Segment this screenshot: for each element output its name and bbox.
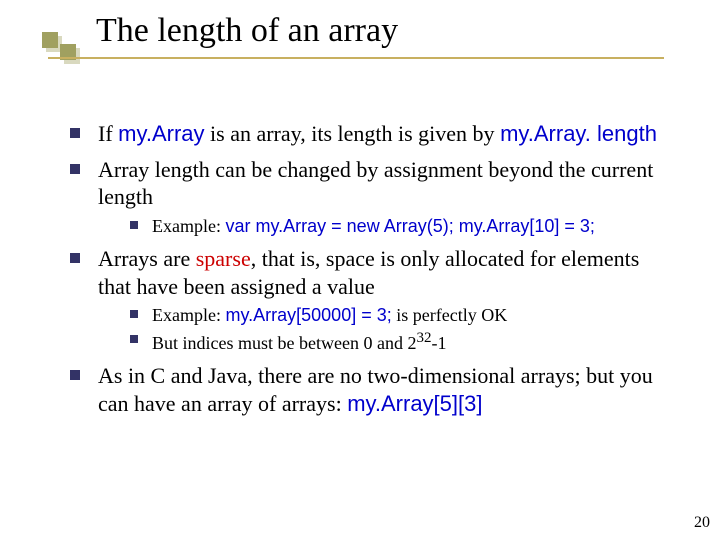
bullet-list: If my.Array is an array, its length is g… xyxy=(70,120,670,417)
bullet-item: If my.Array is an array, its length is g… xyxy=(70,120,670,148)
bullet-item: Array length can be changed by assignmen… xyxy=(70,156,670,238)
sub-bullet-list: Example: var my.Array = new Array(5); my… xyxy=(98,215,670,238)
sub-bullet-list: Example: my.Array[50000] = 3; is perfect… xyxy=(98,304,670,354)
bullet-item: Arrays are sparse, that is, space is onl… xyxy=(70,245,670,354)
sub-bullet-item: But indices must be between 0 and 232-1 xyxy=(130,329,670,355)
bullet-item: As in C and Java, there are no two-dimen… xyxy=(70,362,670,417)
page-number: 20 xyxy=(694,514,710,532)
slide-body: If my.Array is an array, its length is g… xyxy=(70,120,670,425)
slide-title: The length of an array xyxy=(96,12,398,49)
title-underline xyxy=(48,57,664,59)
sub-bullet-item: Example: my.Array[50000] = 3; is perfect… xyxy=(130,304,670,327)
title-accent-square xyxy=(42,32,58,48)
sub-bullet-item: Example: var my.Array = new Array(5); my… xyxy=(130,215,670,238)
slide: The length of an array If my.Array is an… xyxy=(0,0,720,540)
slide-title-wrap: The length of an array xyxy=(96,12,398,50)
